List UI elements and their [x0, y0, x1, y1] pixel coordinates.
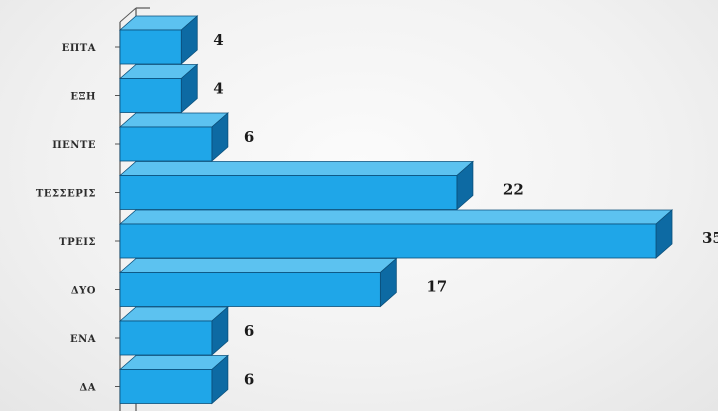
- bar-top-face: [118, 161, 474, 176]
- bar-top-face: [118, 112, 229, 128]
- bar: [119, 369, 213, 404]
- bar-group: ΔΥΟ 17: [71, 257, 447, 308]
- bar-group: ΔΑ 6: [79, 354, 254, 405]
- value-label: 6: [244, 371, 254, 389]
- category-label: ΤΡΕΙΣ: [59, 237, 96, 248]
- bar-top-face: [118, 258, 398, 273]
- bar-group: ΕΠΤΑ 4: [62, 15, 224, 65]
- bar: [119, 78, 182, 113]
- value-label: 35: [702, 229, 718, 247]
- bar: [119, 320, 213, 356]
- bar: [119, 175, 458, 210]
- value-label: 4: [213, 31, 223, 49]
- category-label: ΕΞΗ: [70, 92, 96, 103]
- bar: [119, 223, 657, 259]
- bar: [119, 29, 182, 65]
- bar: [119, 126, 213, 162]
- category-label: ΕΝΑ: [70, 334, 96, 345]
- bar-group: ΠΕΝΤΕ 6: [52, 112, 254, 162]
- category-label: ΤΕΣΣΕΡΙΣ: [36, 189, 96, 200]
- bar-group: ΤΡΕΙΣ 35: [59, 209, 718, 259]
- category-label: ΕΠΤΑ: [62, 43, 96, 54]
- bar: [119, 272, 381, 307]
- value-label: 22: [503, 181, 524, 199]
- category-label: ΠΕΝΤΕ: [52, 140, 96, 151]
- value-label: 6: [244, 128, 254, 146]
- y-axis-depth-line: [119, 7, 137, 23]
- bar-top-face: [118, 209, 674, 225]
- value-label: 6: [244, 322, 254, 340]
- bar-group: ΕΞΗ 4: [70, 63, 224, 114]
- value-label: 17: [426, 278, 447, 296]
- category-label: ΔΥΟ: [71, 286, 96, 297]
- bar-group: ΕΝΑ 6: [70, 306, 254, 356]
- category-label: ΔΑ: [79, 383, 96, 394]
- bar-top-face: [118, 355, 229, 370]
- bar-top-face: [118, 306, 229, 322]
- value-label: 4: [213, 80, 223, 98]
- bar-group: ΤΕΣΣΕΡΙΣ 22: [36, 160, 524, 211]
